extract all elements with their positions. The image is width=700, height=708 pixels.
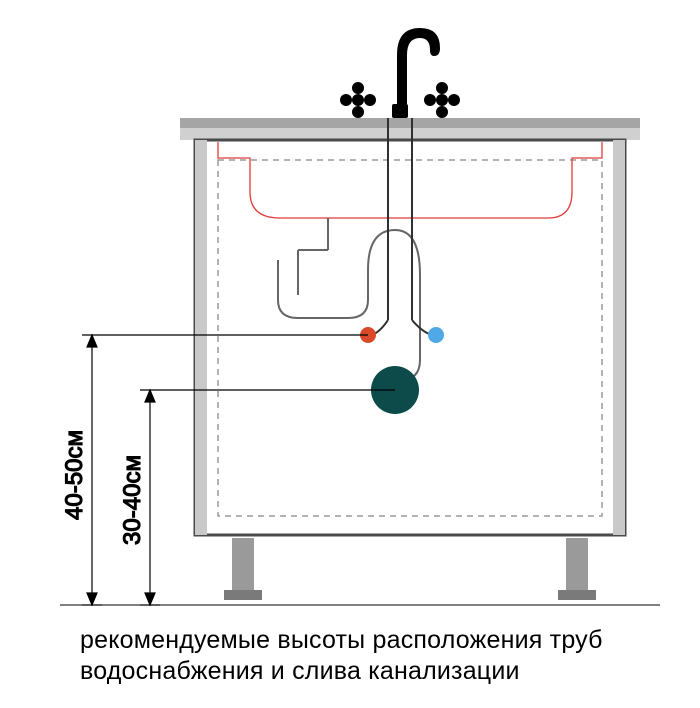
plumbing-height-diagram: 40-50см 30-40см — [0, 0, 700, 708]
faucet-handle-left — [340, 82, 376, 118]
dimension-inner-label: 30-40см — [119, 455, 146, 545]
dimension-outer: 40-50см — [61, 335, 102, 605]
diagram-caption: рекомендуемые высоты расположения труб в… — [80, 625, 670, 686]
dimension-inner: 30-40см — [119, 390, 160, 605]
dimension-lines: 40-50см 30-40см — [61, 335, 395, 605]
supply-lines — [372, 118, 432, 335]
drain-trap — [278, 218, 420, 380]
cabinet — [180, 118, 640, 600]
faucet — [340, 28, 460, 118]
cabinet-legs — [224, 538, 596, 600]
dimension-outer-label: 40-50см — [61, 430, 88, 520]
cold-water-outlet — [428, 327, 444, 343]
faucet-handle-right — [424, 82, 460, 118]
sink-outline — [218, 142, 602, 218]
